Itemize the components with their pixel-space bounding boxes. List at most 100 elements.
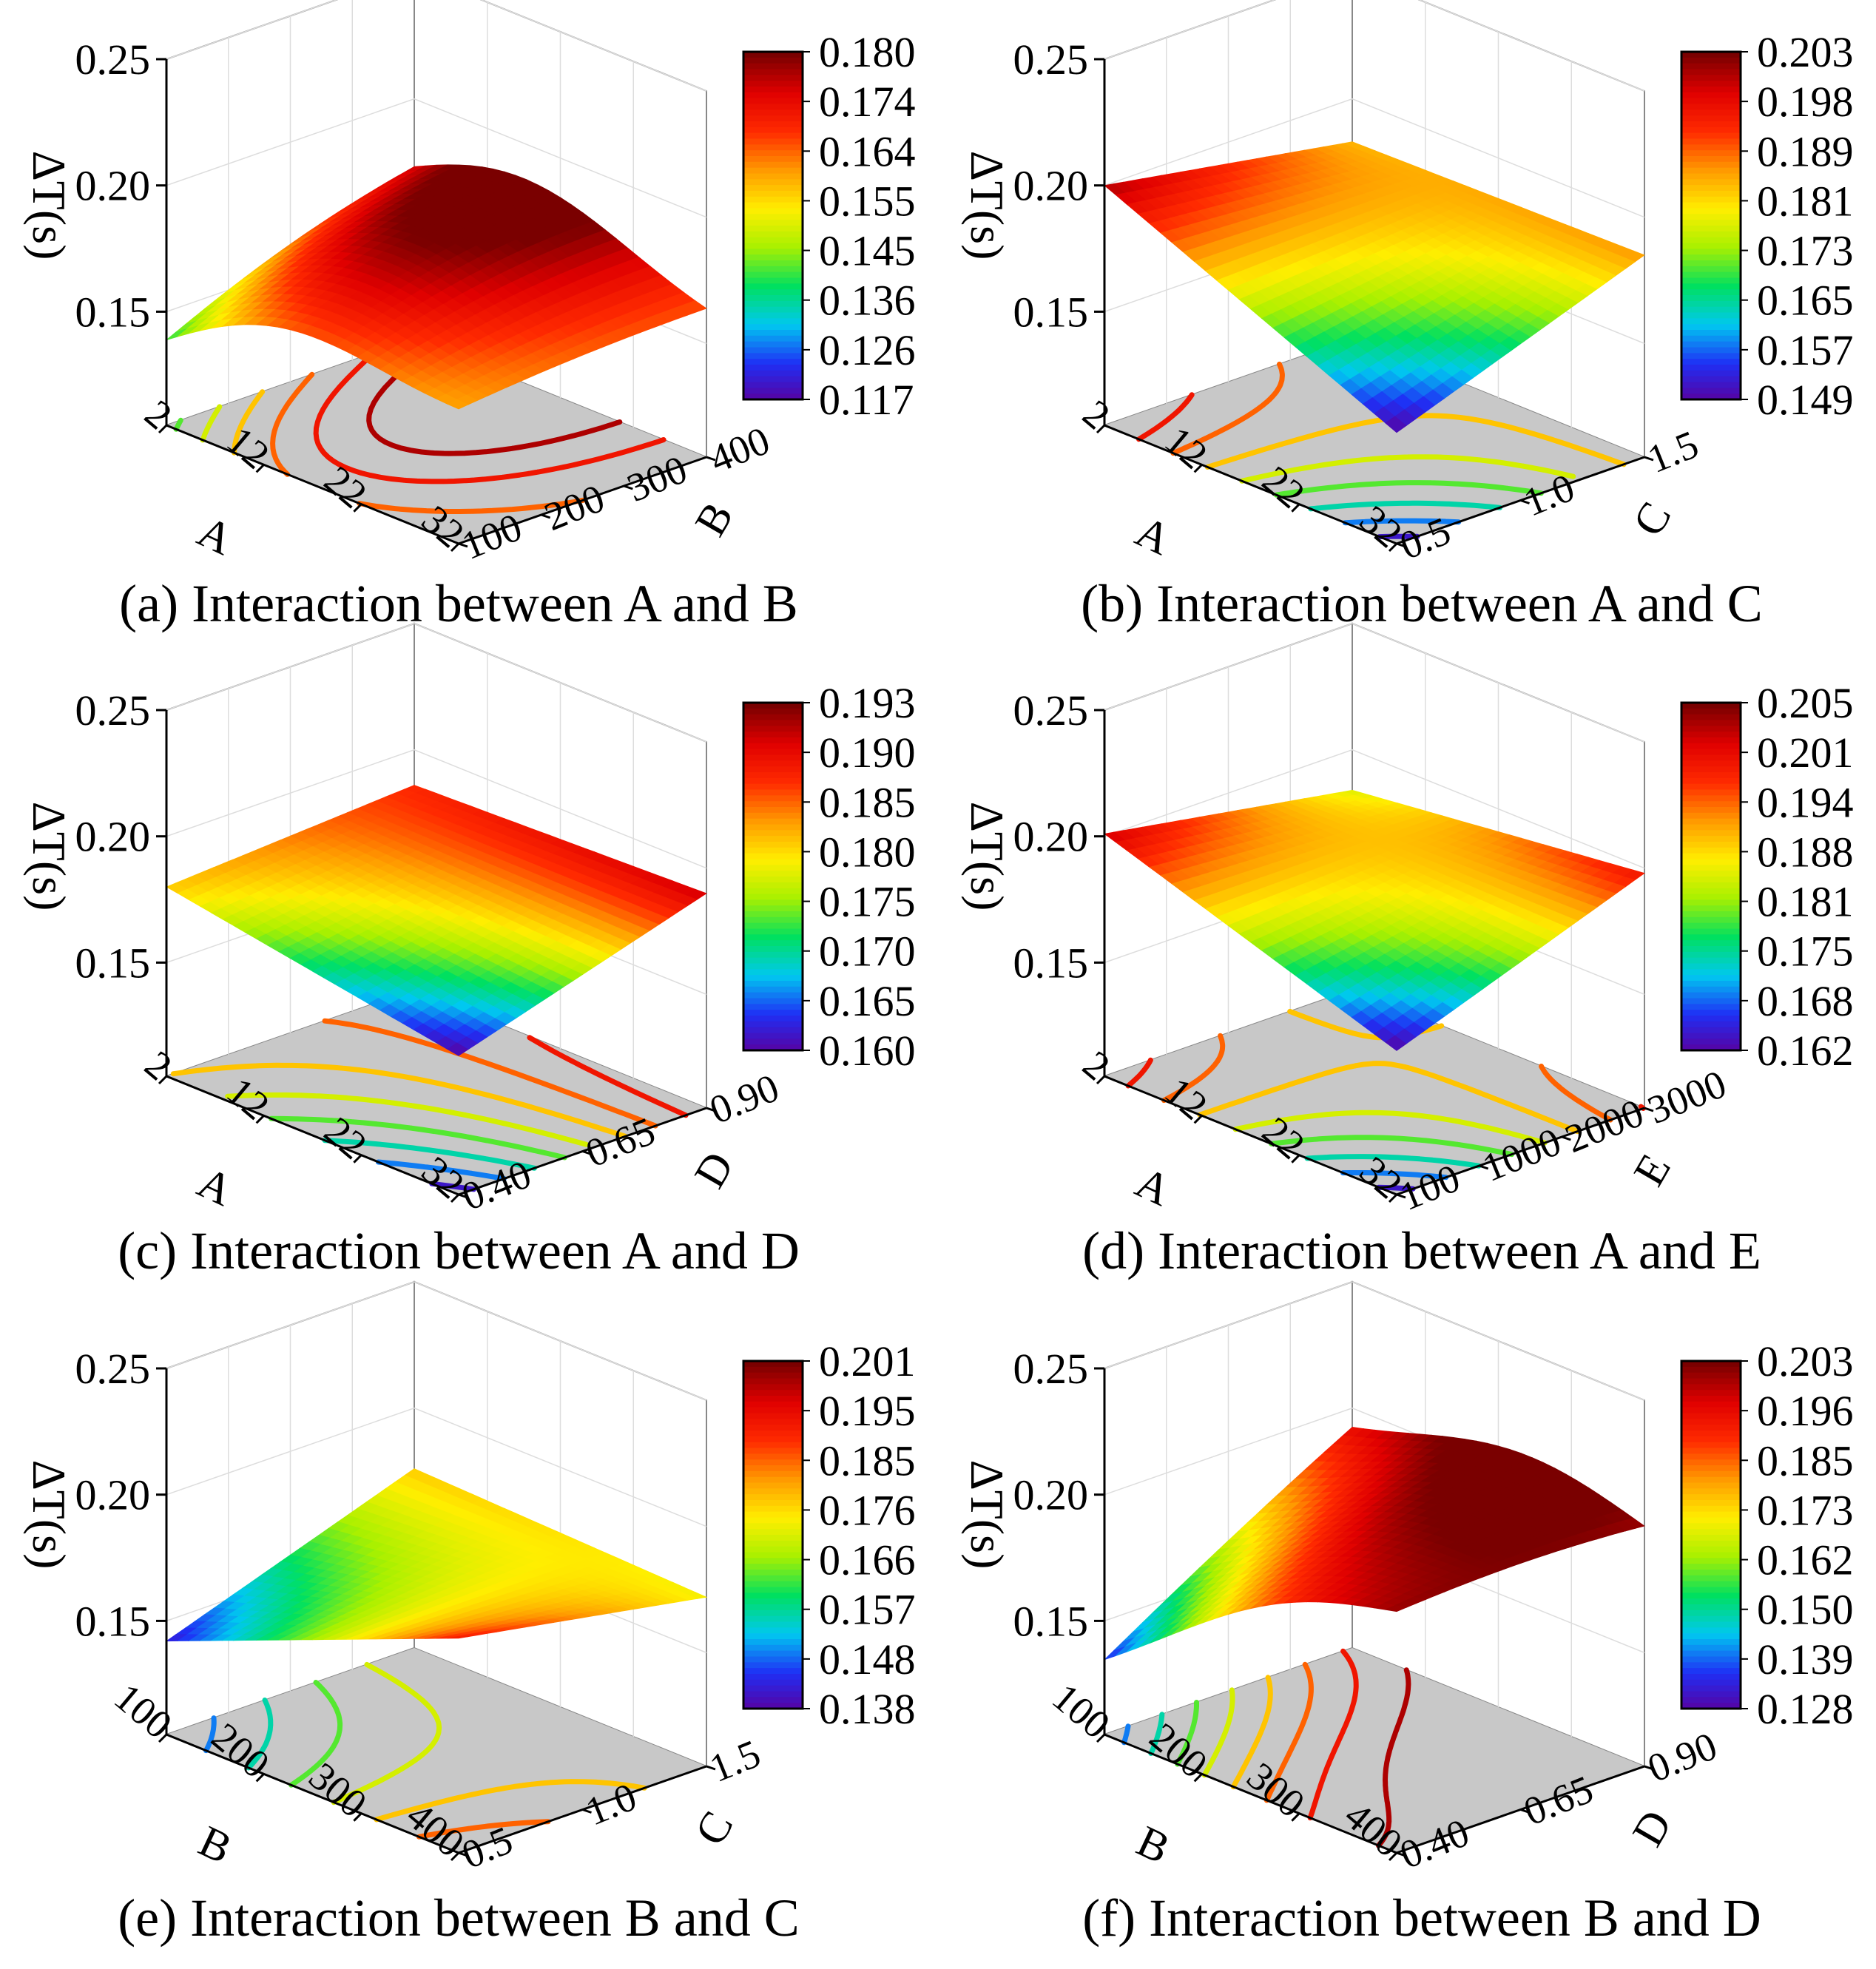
colorbar-band [1681, 1021, 1741, 1028]
colorbar-band [1681, 237, 1741, 244]
colorbar-band [743, 214, 803, 221]
floor-contours [1125, 1008, 1646, 1192]
colorbar-band [743, 807, 803, 814]
contour-floor [1104, 1648, 1644, 1853]
colorbar-band [743, 1679, 803, 1686]
colorbar-band [743, 92, 803, 99]
z-tick-label: 0.25 [1013, 1345, 1089, 1393]
colorbar-band [743, 243, 803, 250]
contour-line [203, 1715, 217, 1754]
wall-grid-line [1104, 0, 1645, 92]
colorbar-band [743, 766, 803, 773]
colorbar-band [1681, 1413, 1741, 1420]
y-axis-label: D [685, 1144, 743, 1196]
colorbar-band [1681, 726, 1741, 733]
contour-floor [1104, 339, 1644, 544]
colorbar-band [1681, 220, 1741, 226]
x-tick [1388, 1851, 1398, 1862]
colorbar-band [1681, 243, 1741, 250]
colorbar-band [1681, 789, 1741, 797]
colorbar-band [1681, 1010, 1741, 1016]
x-tick [255, 1115, 265, 1124]
colorbar-band [1681, 1390, 1741, 1396]
colorbar-band [743, 847, 803, 854]
x-axis-label: A [191, 507, 240, 564]
colorbar-band [743, 231, 803, 238]
colorbar-band [743, 1494, 803, 1501]
contour-line [1376, 1667, 1411, 1848]
colorbar-band [743, 1425, 803, 1431]
colorbar-band [743, 1361, 803, 1368]
colorbar-band [743, 220, 803, 226]
y-tick [1644, 1107, 1654, 1112]
colorbar-band [1681, 1535, 1741, 1541]
colorbar-band [743, 957, 803, 965]
colorbar-band [743, 1004, 803, 1011]
colorbar-band [743, 1644, 803, 1652]
colorbar-band [1681, 277, 1741, 285]
colorbar-band [743, 138, 803, 146]
colorbar-band [743, 1033, 803, 1040]
y-tick [706, 1107, 716, 1112]
z-tick-label: 0.15 [75, 288, 151, 336]
contour-line [1148, 1712, 1165, 1756]
x-tick [1291, 1154, 1300, 1164]
x-tick [255, 1773, 265, 1783]
colorbar-band [1681, 1668, 1741, 1675]
colorbar-band [743, 732, 803, 738]
x-axis-line [166, 424, 459, 545]
y-tick [1644, 456, 1654, 462]
x-tick [1193, 1773, 1203, 1783]
colorbar-band [1681, 1662, 1741, 1669]
colorbar-band [1681, 254, 1741, 261]
colorbar-band [743, 63, 803, 70]
colorbar-band [1681, 283, 1741, 291]
wall-grid-line [166, 749, 707, 869]
colorbar-band [1681, 911, 1741, 918]
colorbar-band [1681, 1016, 1741, 1022]
colorbar-band [1681, 324, 1741, 331]
colorbar-tick-label: 0.189 [1757, 127, 1854, 175]
colorbar-band [1681, 1570, 1741, 1576]
colorbar-tick-label: 0.195 [819, 1387, 916, 1435]
wall-grid-line [166, 1281, 707, 1401]
z-tick-label: 0.25 [1013, 686, 1089, 734]
z-tick-label: 0.20 [75, 1471, 151, 1519]
x-axis-label: A [1129, 507, 1178, 564]
colorbar-band [743, 260, 803, 267]
z-axis-label: ΔT(s) [961, 802, 1013, 911]
colorbar-band [743, 830, 803, 837]
contour-line [173, 417, 183, 432]
colorbar-band [1681, 1384, 1741, 1391]
colorbar-band [743, 1598, 803, 1605]
colorbar-tick-label: 0.181 [1757, 177, 1854, 225]
colorbar-band [743, 382, 803, 389]
colorbar-tick-label: 0.185 [1757, 1436, 1854, 1485]
colorbar-band [743, 1535, 803, 1541]
colorbar-band [1681, 754, 1741, 762]
colorbar-band [1681, 894, 1741, 901]
colorbar-band [743, 1390, 803, 1396]
y-tick [1644, 1765, 1654, 1771]
x-tick [1388, 1193, 1398, 1203]
colorbar-band [1681, 1482, 1741, 1490]
colorbar-band [1681, 150, 1741, 157]
colorbar-band [743, 1546, 803, 1553]
colorbar-band [1681, 1644, 1741, 1652]
colorbar-band [1681, 179, 1741, 186]
colorbar-band [743, 708, 803, 715]
colorbar-band [743, 1604, 803, 1611]
surface-cell [447, 1636, 468, 1639]
colorbar-tick-label: 0.175 [819, 878, 916, 926]
colorbar-tick-label: 0.168 [1757, 977, 1854, 1025]
colorbar-band [743, 283, 803, 291]
z-tick-label: 0.15 [75, 939, 151, 987]
colorbar-band [743, 789, 803, 797]
colorbar-band [1681, 922, 1741, 930]
colorbar-band [1681, 104, 1741, 111]
y-axis-label: D [1623, 1802, 1681, 1854]
